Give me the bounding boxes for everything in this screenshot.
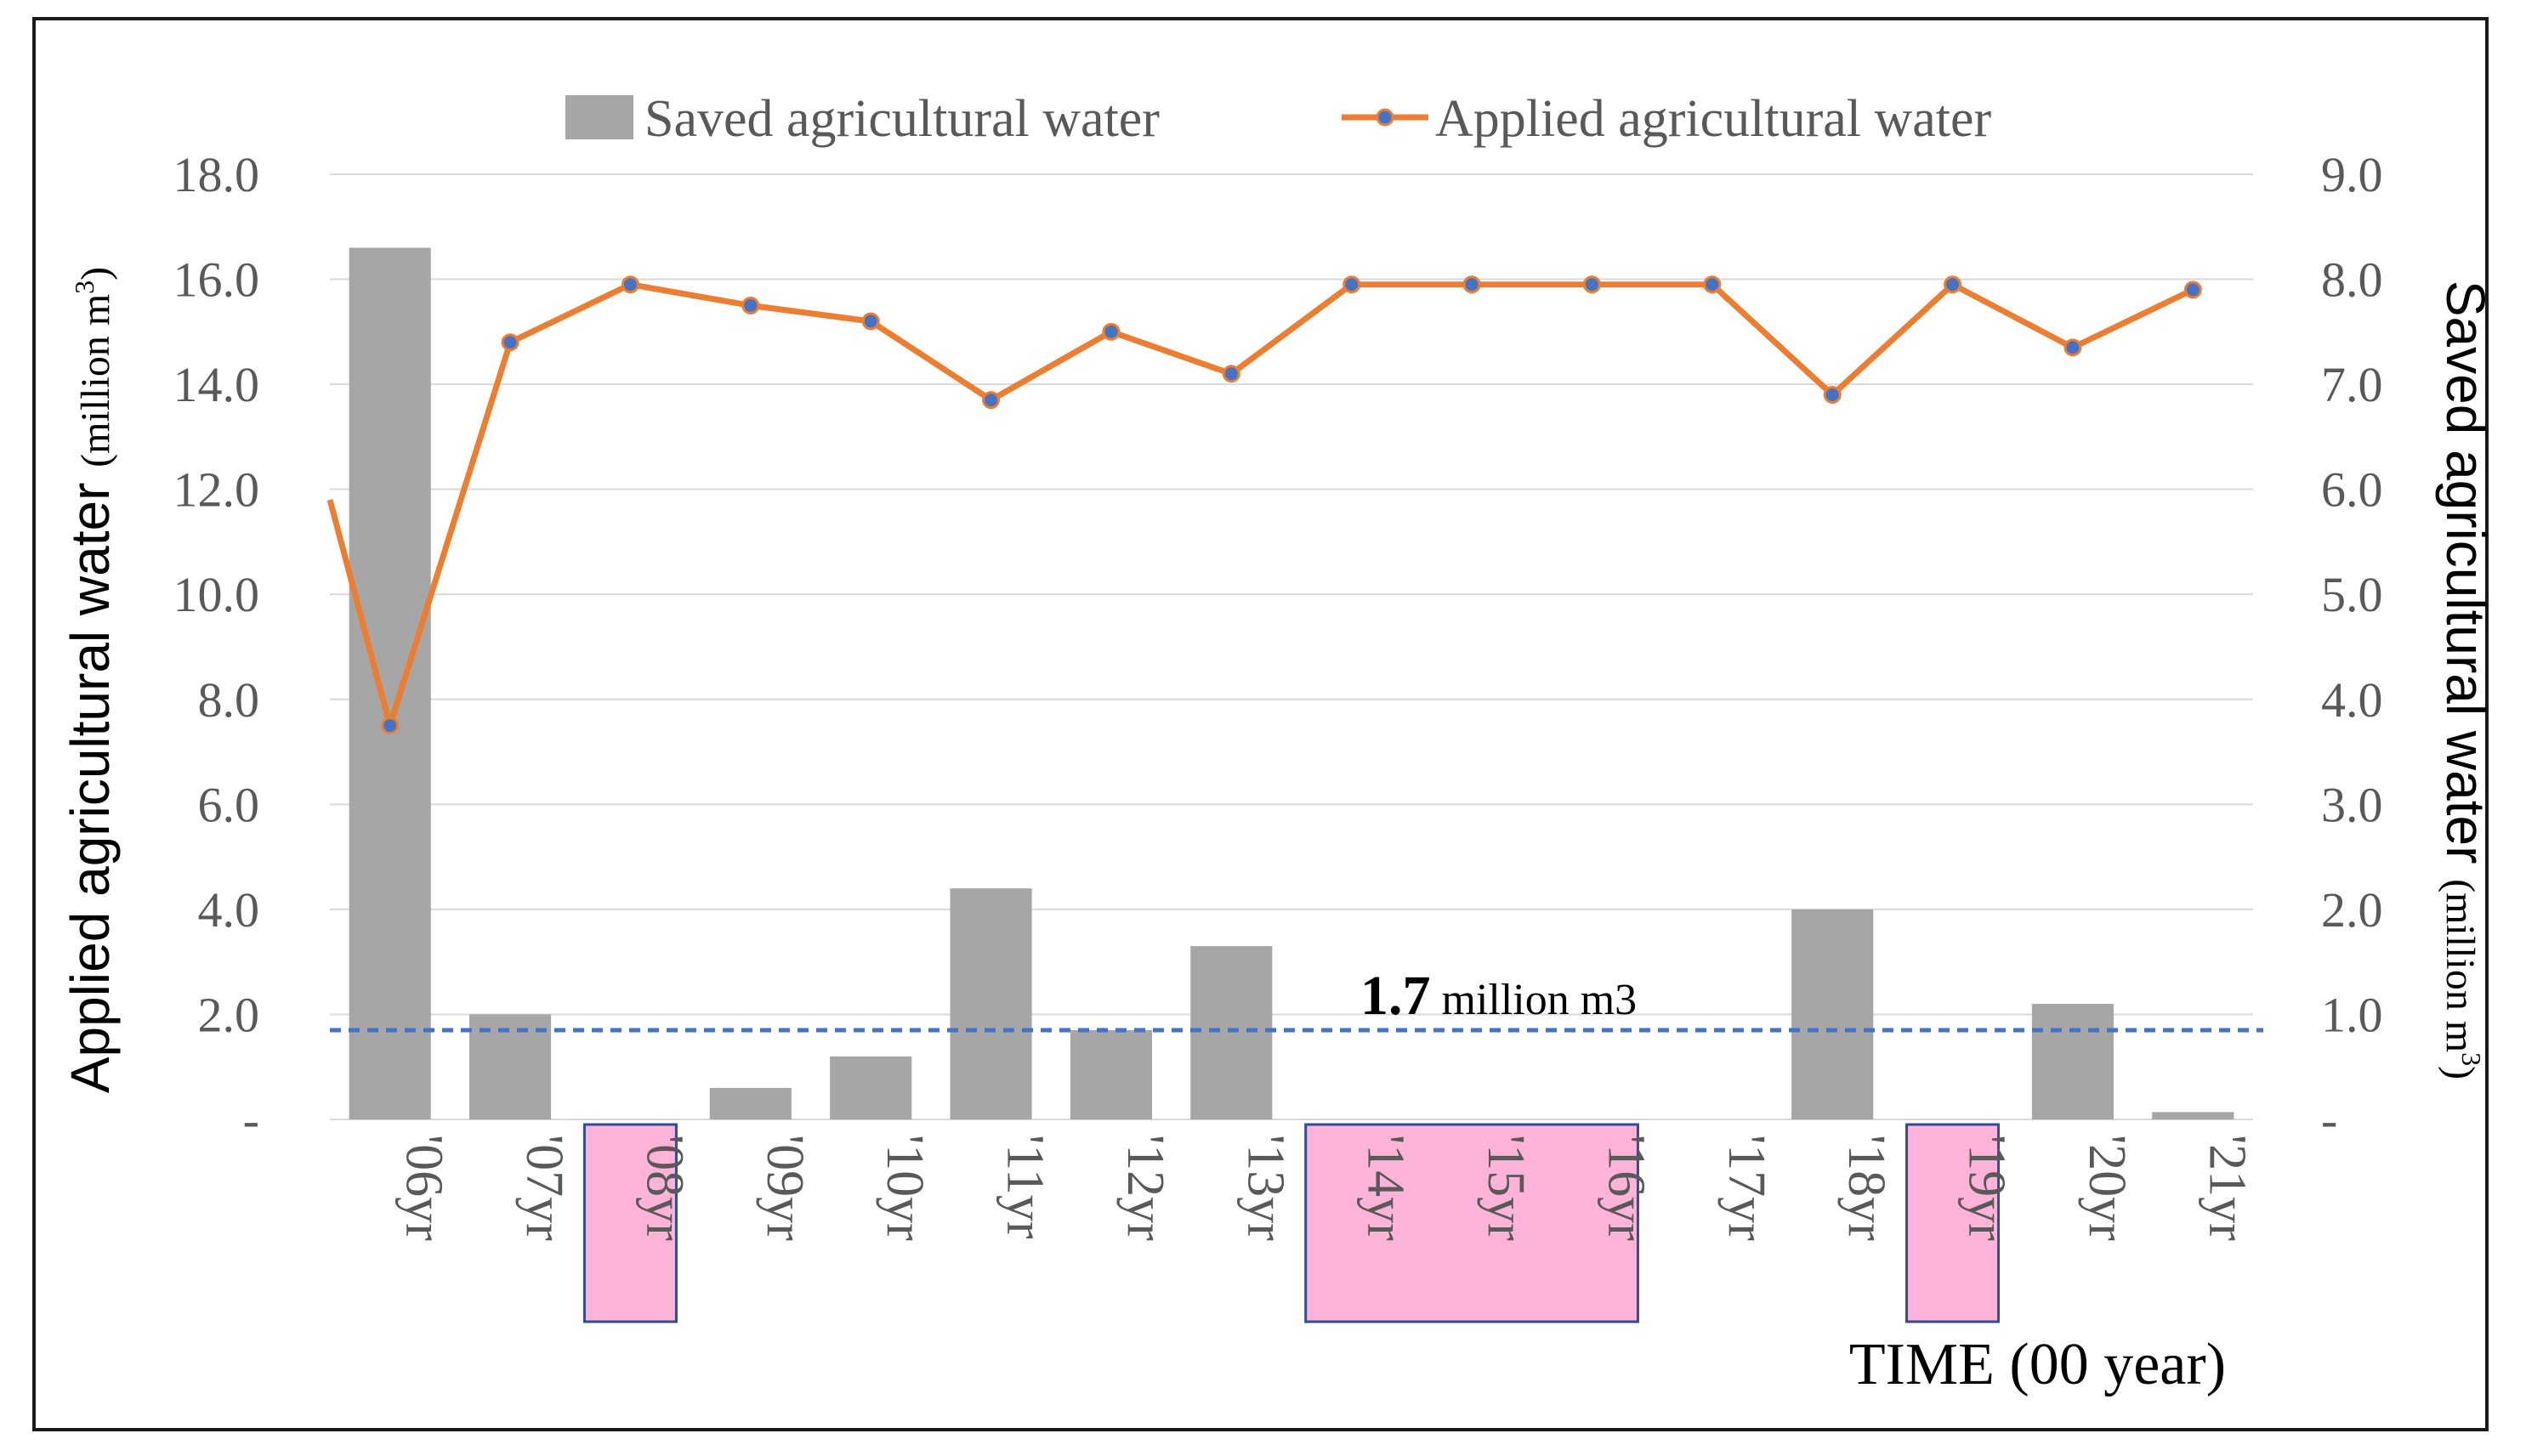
left-tick-label: 8.0 bbox=[198, 672, 260, 728]
applied-water-point bbox=[1944, 275, 1962, 294]
legend-swatch-marker bbox=[1376, 108, 1394, 127]
applied-water-point bbox=[861, 312, 880, 331]
x-tick-label: '07yr bbox=[515, 1135, 573, 1241]
left-tick-label: 10.0 bbox=[173, 567, 260, 622]
legend-swatch-bar bbox=[565, 95, 633, 139]
right-tick-label: 9.0 bbox=[2321, 147, 2383, 202]
x-tick-label: '06yr bbox=[395, 1135, 453, 1241]
applied-water-point bbox=[381, 717, 400, 735]
x-tick-label: '16yr bbox=[1597, 1135, 1655, 1241]
left-axis-title-main: Applied agricultural water bbox=[60, 467, 121, 1093]
left-tick-label: - bbox=[243, 1092, 259, 1147]
right-tick-label: 3.0 bbox=[2321, 777, 2383, 832]
x-tick-label: '14yr bbox=[1357, 1135, 1415, 1241]
reference-line-label: 1.7 million m3 bbox=[1360, 965, 1637, 1027]
right-tick-label: 2.0 bbox=[2321, 882, 2383, 938]
x-tick-label: '19yr bbox=[1958, 1135, 2016, 1241]
saved-water-bar bbox=[950, 888, 1032, 1119]
applied-water-point bbox=[1102, 322, 1121, 341]
left-axis-title-unit-close: ) bbox=[73, 267, 118, 280]
reference-line-group: 1.7 million m3 bbox=[330, 965, 2263, 1033]
axes: - 2.0 4.0 6.0 8.0 10.0 12.0 14.0 16.0 18.0 - 1.0 2.0… bbox=[60, 147, 2496, 1397]
applied-water-point bbox=[1462, 275, 1481, 294]
left-tick-label: 18.0 bbox=[173, 147, 260, 202]
right-tick-label: 5.0 bbox=[2321, 567, 2383, 622]
highlight-box bbox=[582, 1123, 678, 1323]
saved-water-bar bbox=[709, 1087, 792, 1119]
x-tick-label: '13yr bbox=[1236, 1135, 1294, 1241]
left-tick-label: 14.0 bbox=[173, 357, 260, 412]
applied-water-point bbox=[1342, 275, 1361, 294]
saved-water-bar bbox=[2152, 1112, 2234, 1119]
applied-water-point bbox=[741, 296, 760, 314]
applied-water-point bbox=[1222, 365, 1240, 383]
left-tick-label: 6.0 bbox=[198, 777, 260, 832]
x-tick-label: '21yr bbox=[2198, 1135, 2256, 1241]
x-tick-label: '08yr bbox=[635, 1135, 693, 1241]
applied-water-point bbox=[621, 275, 639, 294]
applied-water-point bbox=[2183, 280, 2202, 299]
left-tick-label: 4.0 bbox=[198, 882, 260, 938]
gridlines bbox=[330, 173, 2253, 1120]
saved-water-bar bbox=[1190, 946, 1273, 1119]
legend: Saved agricultural water Applied agricult… bbox=[565, 90, 1992, 148]
highlight-box bbox=[1304, 1123, 1639, 1323]
applied-water-point bbox=[1823, 385, 1842, 404]
applied-water-point bbox=[1703, 275, 1722, 294]
right-tick-label: 7.0 bbox=[2321, 357, 2383, 412]
x-tick-label: '11yr bbox=[996, 1135, 1054, 1239]
applied-water-point bbox=[501, 333, 519, 352]
x-tick-label: '20yr bbox=[2078, 1135, 2136, 1241]
saved-water-bars bbox=[349, 247, 2234, 1119]
applied-water-point bbox=[2063, 338, 2082, 357]
applied-water-point bbox=[1582, 275, 1601, 294]
left-tick-label: 2.0 bbox=[198, 987, 260, 1042]
saved-water-bar bbox=[830, 1056, 912, 1119]
right-axis-title: Saved agricultural water (million m3) bbox=[2435, 280, 2496, 1079]
x-tick-label: '12yr bbox=[1116, 1135, 1174, 1241]
x-tick-label: '09yr bbox=[756, 1135, 814, 1241]
saved-water-bar bbox=[2031, 1004, 2114, 1119]
saved-water-bar bbox=[349, 247, 431, 1119]
right-tick-label: - bbox=[2321, 1092, 2337, 1147]
left-tick-label: 12.0 bbox=[173, 462, 260, 518]
right-axis-title-unit-sup: 3 bbox=[2456, 1052, 2487, 1066]
x-tick-label: '10yr bbox=[876, 1135, 934, 1241]
x-axis-title: TIME (00 year) bbox=[1849, 1332, 2226, 1397]
right-tick-label: 4.0 bbox=[2321, 672, 2383, 728]
applied-water-line-group bbox=[326, 275, 2202, 735]
applied-water-point bbox=[982, 391, 1001, 410]
legend-label-saved: Saved agricultural water bbox=[644, 90, 1160, 148]
left-axis-title: Applied agricultural water (million m3) bbox=[60, 267, 121, 1093]
x-tick-label: '18yr bbox=[1837, 1135, 1895, 1241]
saved-water-bar bbox=[1791, 909, 1874, 1119]
right-tick-label: 8.0 bbox=[2321, 252, 2383, 308]
legend-label-applied: Applied agricultural water bbox=[1435, 90, 1992, 148]
right-tick-label: 6.0 bbox=[2321, 462, 2383, 518]
highlight-boxes bbox=[582, 1123, 2001, 1323]
right-axis-title-main: Saved agricultural water bbox=[2435, 280, 2496, 879]
chart-frame bbox=[32, 17, 2489, 1431]
right-axis-title-unit: (million m bbox=[2438, 879, 2483, 1052]
right-axis-title-unit-close: ) bbox=[2438, 1066, 2483, 1079]
left-axis-title-unit-sup: 3 bbox=[69, 280, 99, 294]
reference-unit: million m3 bbox=[1431, 976, 1638, 1024]
highlight-box bbox=[1905, 1123, 2001, 1323]
saved-water-bar bbox=[1070, 1029, 1153, 1119]
reference-value: 1.7 bbox=[1360, 965, 1431, 1027]
x-tick-label: '15yr bbox=[1477, 1135, 1535, 1241]
x-tick-label: '17yr bbox=[1717, 1135, 1775, 1241]
right-tick-label: 1.0 bbox=[2321, 987, 2383, 1042]
applied-water-line bbox=[326, 281, 2194, 729]
left-tick-label: 16.0 bbox=[173, 252, 260, 308]
left-axis-title-unit: (million m bbox=[73, 294, 118, 467]
